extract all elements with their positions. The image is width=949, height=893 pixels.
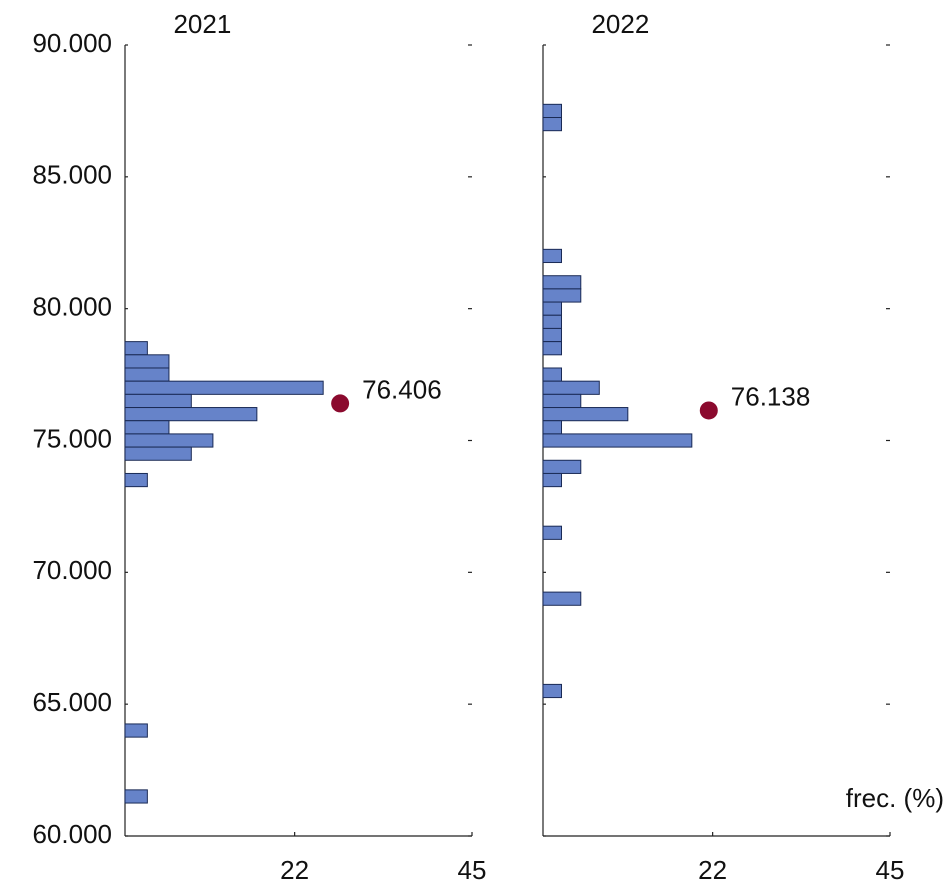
x-tick-label: 22 [280, 855, 309, 885]
y-tick-label: 90.000 [32, 28, 112, 58]
x-tick-label: 45 [876, 855, 905, 885]
bar [542, 327, 563, 343]
y-tick-label: 85.000 [32, 160, 112, 190]
bar [124, 446, 192, 461]
bar [542, 103, 563, 119]
bar [542, 433, 693, 448]
bar [124, 380, 324, 395]
bar [124, 420, 170, 435]
bar [542, 393, 582, 409]
bar [542, 407, 629, 422]
bar [542, 341, 563, 356]
y-tick-label: 75.000 [32, 423, 112, 453]
bar [542, 248, 563, 264]
bar [542, 591, 582, 606]
bar [124, 393, 192, 409]
bar [542, 314, 563, 329]
mean-label: 76.406 [362, 374, 442, 404]
bar [124, 433, 214, 448]
y-tick-label: 65.000 [32, 687, 112, 717]
bar [542, 525, 563, 540]
bar [124, 723, 148, 738]
y-tick-label: 60.000 [32, 819, 112, 849]
bar [542, 420, 563, 435]
bar [124, 407, 258, 422]
x-tick-label: 22 [698, 855, 727, 885]
bar [124, 367, 170, 382]
panel-title: 2022 [591, 9, 649, 39]
bar [542, 459, 582, 474]
bar [542, 301, 563, 316]
mean-marker [331, 394, 350, 413]
bar [124, 789, 148, 804]
panel-title: 2021 [173, 9, 231, 39]
bar [542, 683, 563, 699]
y-tick-label: 80.000 [32, 292, 112, 322]
bar [542, 288, 582, 303]
x-tick-label: 45 [458, 855, 487, 885]
mean-label: 76.138 [731, 381, 811, 411]
bar [542, 275, 582, 290]
x-axis-label: frec. (%) [846, 783, 944, 813]
mean-marker [699, 401, 718, 420]
bar [124, 354, 170, 369]
bar [542, 117, 563, 132]
bar [124, 341, 148, 356]
y-tick-label: 70.000 [32, 555, 112, 585]
bar [542, 367, 563, 382]
bar [542, 380, 600, 395]
bar [124, 472, 148, 488]
bar [542, 472, 563, 488]
